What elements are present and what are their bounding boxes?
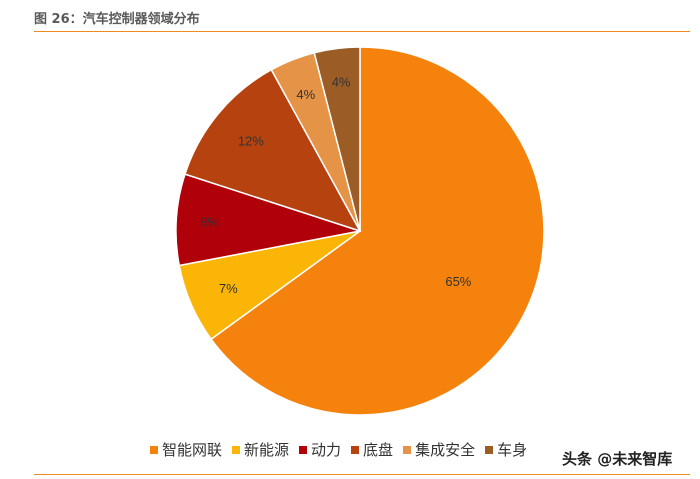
slice-6	[313, 46, 361, 232]
legend-label: 智能网联	[162, 441, 223, 459]
legend-label: 动力	[311, 441, 342, 459]
slice-label-1: 65%	[445, 274, 471, 289]
legend-item-5: 集成安全	[403, 439, 475, 460]
legend-swatch	[403, 445, 412, 454]
footer-rule	[34, 474, 690, 475]
title-rule	[34, 31, 690, 32]
legend-item-2: 新能源	[232, 439, 289, 460]
legend-item-1: 智能网联	[150, 439, 222, 460]
legend-label: 集成安全	[415, 441, 476, 459]
legend-swatch	[485, 445, 494, 454]
chart-legend: 智能网联 新能源 动力 底盘 集成安全 车身	[150, 439, 527, 460]
watermark: 头条 @未来智库	[558, 448, 677, 469]
legend-item-3: 动力	[299, 439, 341, 460]
legend-label: 新能源	[244, 441, 290, 459]
slice-label-5: 4%	[296, 87, 315, 102]
slice-label-3: 8%	[200, 215, 219, 230]
legend-item-4: 底盘	[351, 439, 393, 460]
slice-label-6: 4%	[332, 74, 351, 89]
legend-label: 底盘	[363, 441, 394, 459]
legend-swatch	[150, 445, 158, 454]
legend-swatch	[299, 445, 308, 454]
slice-3	[175, 173, 361, 267]
pie-slices	[175, 46, 545, 416]
slice-4	[184, 68, 362, 233]
slice-label-2: 7%	[219, 281, 238, 296]
legend-swatch	[351, 445, 360, 454]
slice-label-4: 12%	[238, 134, 264, 149]
slice-1	[210, 46, 545, 416]
figure-title: 图 26：汽车控制器领域分布	[34, 12, 200, 27]
legend-item-6: 车身	[485, 439, 527, 460]
legend-swatch	[232, 445, 241, 454]
legend-label: 车身	[497, 441, 528, 459]
pie-labels: 65% 7% 8% 12% 4% 4%	[200, 74, 472, 296]
